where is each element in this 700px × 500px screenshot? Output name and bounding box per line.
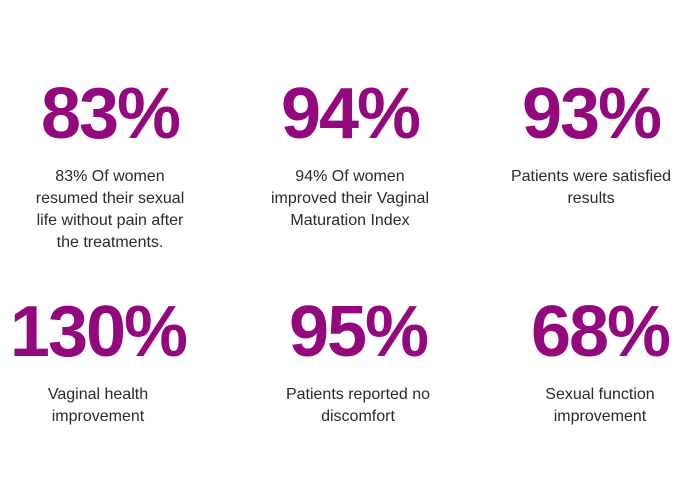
stat-value: 68% [530, 292, 671, 372]
stat-description: Vaginal health improvement [47, 386, 149, 425]
stat-description: 94% Of women improved their Vaginal Matu… [270, 168, 429, 229]
stat-value: 93% [521, 74, 662, 154]
stat-card-vaginal-health-improvement: 130% Vaginal health improvement [0, 296, 208, 428]
stat-card-sexual-function-improvement: 68% Sexual function improvement [490, 296, 700, 428]
stat-value: 130% [9, 292, 188, 372]
stat-value: 95% [288, 292, 429, 372]
stat-description: 83% Of women resumed their sexual life w… [35, 168, 185, 251]
stat-card-resumed-sexual-life: 83% 83% Of women resumed their sexual li… [0, 78, 220, 254]
stat-value: 94% [280, 74, 421, 154]
stat-card-no-discomfort: 95% Patients reported no discomfort [248, 296, 468, 428]
stat-card-patients-satisfied: 93% Patients were satisfied results [481, 78, 700, 210]
stat-card-vaginal-maturation-index: 94% 94% Of women improved their Vaginal … [240, 78, 460, 232]
stat-description: Patients reported no discomfort [285, 386, 431, 425]
stat-description: Patients were satisfied results [510, 168, 672, 207]
stat-value: 83% [40, 74, 181, 154]
stat-description: Sexual function improvement [545, 386, 655, 425]
